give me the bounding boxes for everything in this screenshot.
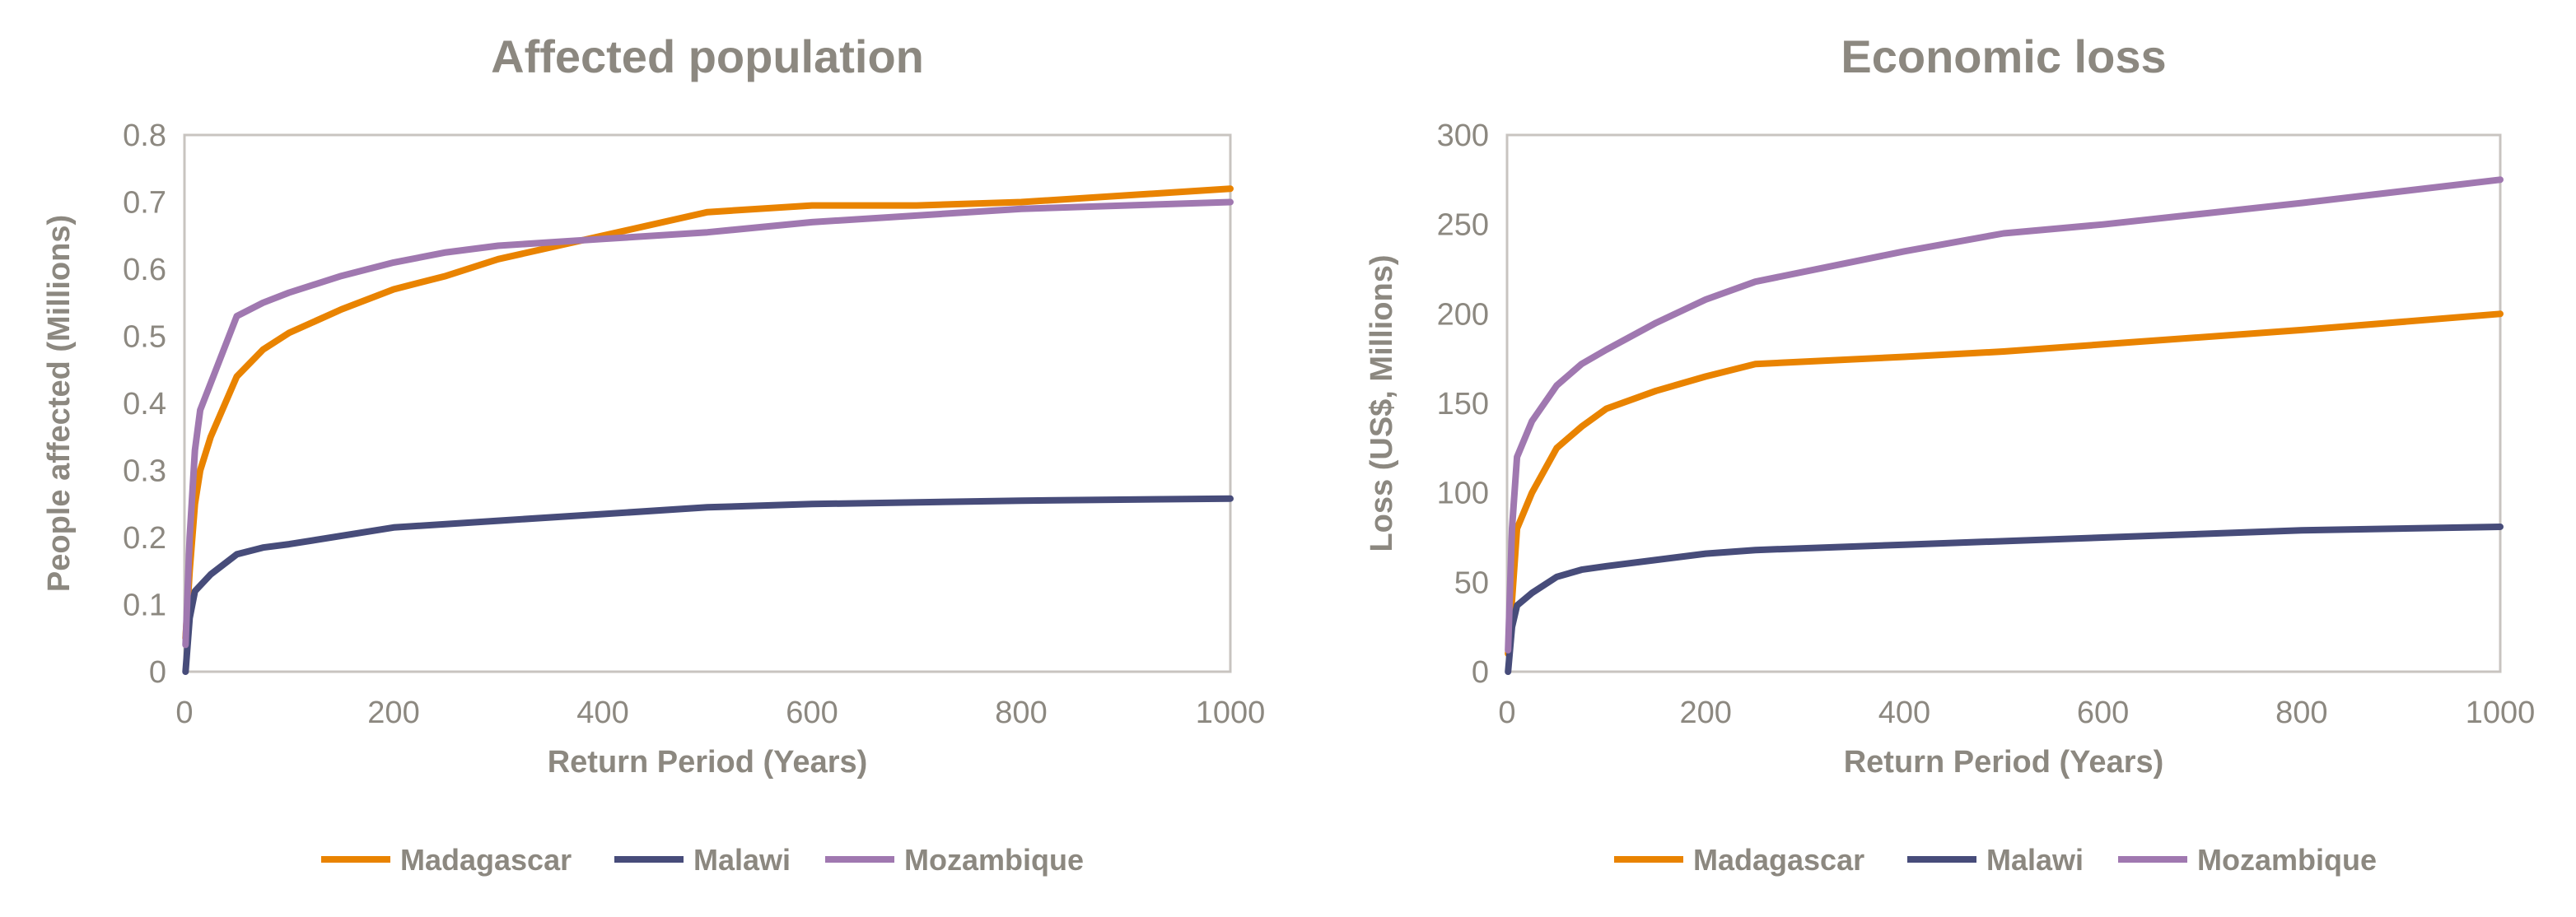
chart-1: Economic loss 0 50 100 150 200 250 300 0 200 400 60…	[1365, 30, 2535, 877]
legend-label: Mozambique	[2197, 843, 2377, 877]
y-tick-label: 0.3	[123, 454, 166, 489]
x-tick-label: 1000	[2466, 696, 2536, 730]
chart-0: Affected population 0 0.1 0.2 0.3 0.4 0.5 0.6 0.…	[42, 30, 1265, 877]
y-tick-label: 0	[1472, 655, 1489, 690]
y-tick-label: 0.7	[123, 186, 166, 221]
x-tick-label: 400	[1878, 696, 1930, 730]
legend: Madagascar Malawi Mozambique	[321, 843, 1084, 877]
y-tick-label: 0.8	[123, 119, 166, 153]
legend-label: Mozambique	[904, 843, 1084, 877]
y-axis-label: People affected (Millions)	[42, 215, 77, 592]
y-tick-label: 50	[1454, 566, 1489, 600]
x-tick-label: 800	[2275, 696, 2327, 730]
legend-label: Malawi	[693, 843, 791, 877]
x-tick-label: 600	[2077, 696, 2129, 730]
y-tick-label: 0.1	[123, 589, 166, 623]
y-tick-label: 0.5	[123, 320, 166, 355]
y-tick-label: 0.6	[123, 253, 166, 287]
legend-label: Malawi	[1986, 843, 2084, 877]
x-tick-label: 1000	[1196, 696, 1266, 730]
y-tick-label: 0.2	[123, 521, 166, 556]
x-tick-label: 600	[786, 696, 838, 730]
chart-title: Economic loss	[1841, 30, 2166, 82]
series-line-madagascar	[1505, 310, 2504, 658]
legend-label: Madagascar	[400, 843, 572, 877]
y-tick-label: 100	[1437, 477, 1489, 511]
x-tick-label: 800	[995, 696, 1047, 730]
x-axis-label: Return Period (Years)	[1844, 745, 2164, 780]
series-line-madagascar	[182, 185, 1234, 642]
y-tick-label: 300	[1437, 119, 1489, 153]
y-tick-label: 150	[1437, 387, 1489, 421]
x-tick-label: 200	[367, 696, 419, 730]
legend-label: Madagascar	[1693, 843, 1864, 877]
y-tick-label: 250	[1437, 208, 1489, 243]
x-tick-label: 0	[1498, 696, 1515, 730]
chart-title: Affected population	[491, 30, 924, 82]
series-line-malawi	[182, 495, 1234, 675]
y-tick-label: 0	[149, 655, 166, 690]
plot-frame	[1505, 133, 2502, 673]
x-tick-label: 0	[175, 696, 193, 730]
legend: Madagascar Malawi Mozambique	[1614, 843, 2377, 877]
series-line-mozambique	[182, 198, 1234, 649]
y-tick-label: 200	[1437, 297, 1489, 332]
y-tick-label: 0.4	[123, 387, 166, 421]
plot-frame	[183, 133, 1232, 673]
x-axis-label: Return Period (Years)	[548, 745, 868, 780]
x-tick-label: 200	[1679, 696, 1731, 730]
x-tick-label: 400	[576, 696, 628, 730]
series-line-malawi	[1505, 524, 2504, 675]
y-axis-label: Loss (US$, Millions)	[1365, 254, 1399, 552]
series-line-mozambique	[1505, 176, 2504, 654]
